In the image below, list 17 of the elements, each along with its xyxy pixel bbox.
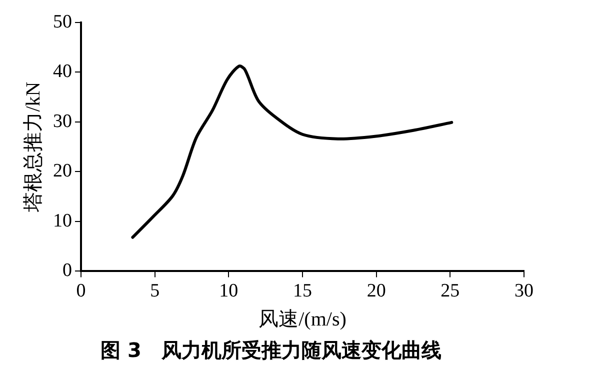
x-tick-label: 20 — [366, 280, 386, 302]
x-tick-label: 30 — [514, 280, 534, 302]
x-tick-label: 5 — [150, 280, 160, 302]
x-tick-label: 0 — [76, 280, 86, 302]
y-axis-title: 塔根总推力/kN — [22, 82, 44, 213]
x-axis-title: 风速/(m/s) — [258, 308, 346, 330]
y-tick-label: 40 — [53, 61, 72, 82]
y-tick-label: 10 — [53, 210, 72, 232]
y-tick-label: 50 — [53, 11, 72, 32]
text: 图 3 风力机所受推力随风速变化曲线 — [100, 338, 442, 362]
x-tick-label: 25 — [440, 280, 460, 302]
y-tick-label: 0 — [62, 260, 72, 282]
y-tick-label: 30 — [53, 110, 72, 132]
x-tick-label: 15 — [293, 280, 312, 302]
line-series — [131, 64, 454, 239]
y-tick-label: 20 — [53, 160, 72, 182]
x-tick-label: 10 — [219, 280, 238, 302]
